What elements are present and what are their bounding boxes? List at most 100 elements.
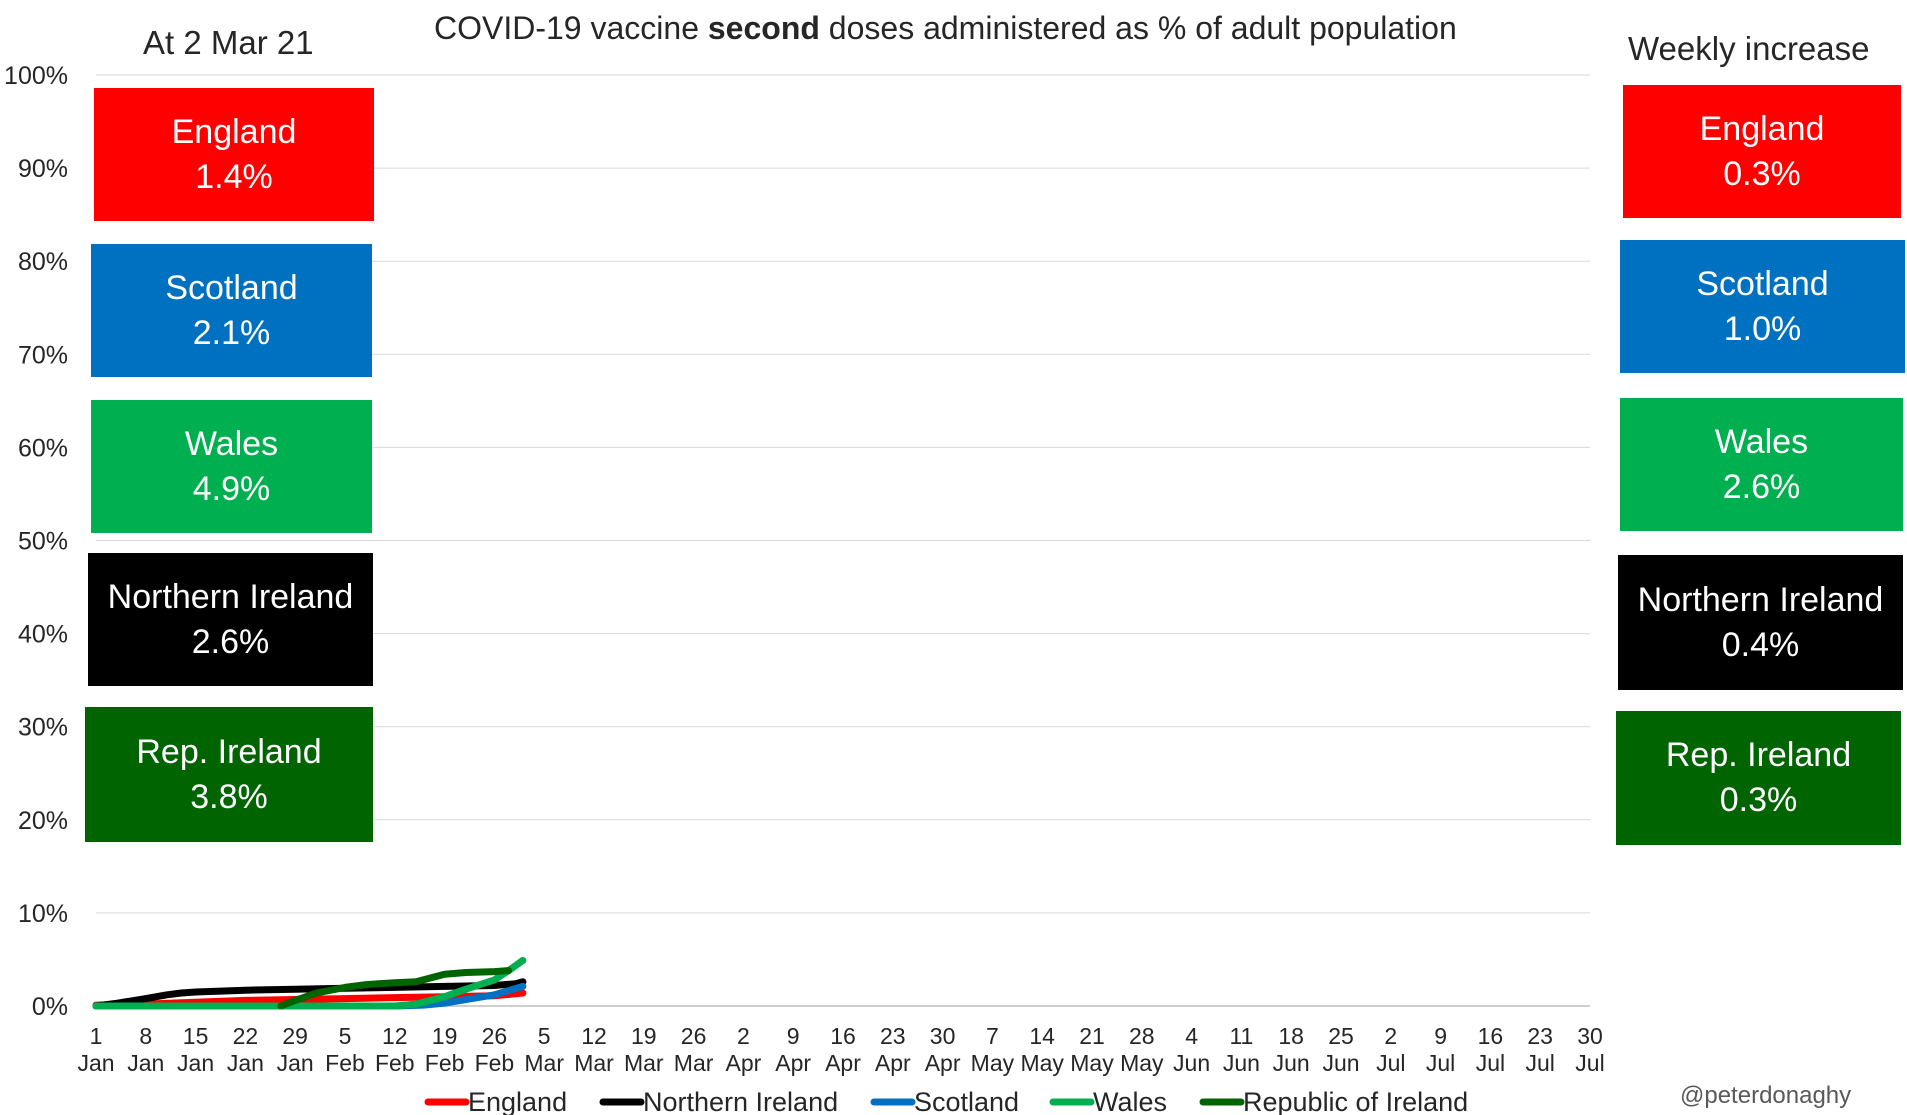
author-credit: @peterdonaghy [1680, 1082, 1852, 1109]
x-tick-day: 8 [139, 1023, 152, 1049]
x-tick-month: Jul [1426, 1050, 1455, 1076]
current-panel-name: Scotland [165, 268, 298, 307]
x-tick-month: May [1020, 1050, 1064, 1076]
x-tick-day: 9 [787, 1023, 800, 1049]
y-tick-label: 100% [4, 62, 68, 90]
x-tick-day: 1 [90, 1023, 103, 1049]
x-tick-month: Apr [925, 1050, 961, 1076]
x-tick-day: 4 [1185, 1023, 1198, 1049]
legend-label: Republic of Ireland [1243, 1087, 1468, 1115]
series-line-wales [92, 956, 527, 1010]
x-tick-month: Feb [425, 1050, 465, 1076]
x-tick-day: 16 [1478, 1023, 1504, 1049]
x-tick-month: Apr [875, 1050, 911, 1076]
current-panel-name: Wales [184, 424, 279, 463]
x-tick-day: 23 [1527, 1023, 1553, 1049]
x-tick-day: 30 [930, 1023, 956, 1049]
y-tick-label: 90% [18, 155, 68, 183]
x-tick-month: Jan [77, 1050, 114, 1076]
current-panel-value: 2.6% [191, 622, 270, 661]
x-tick-month: Jan [177, 1050, 214, 1076]
current-panel-england: England 1.4% [94, 88, 374, 221]
legend: England Northern Ireland Scotland Wales Repu… [424, 1087, 1468, 1115]
x-tick-day: 26 [482, 1023, 508, 1049]
weekly-panel-value: 1.0% [1723, 309, 1802, 348]
legend-label: England [468, 1087, 567, 1115]
current-panel-northern-ireland: Northern Ireland 2.6% [88, 553, 373, 686]
x-tick-day: 11 [1229, 1023, 1253, 1049]
x-tick-day: 16 [830, 1023, 856, 1049]
x-tick-month: Jan [277, 1050, 314, 1076]
weekly-panel-name: Rep. Ireland [1665, 736, 1852, 774]
x-tick-day: 29 [282, 1023, 308, 1049]
weekly-panel-value: 2.6% [1722, 467, 1801, 506]
y-tick-label: 20% [18, 807, 68, 835]
weekly-panel-rep-ireland: Rep. Ireland 0.3% [1616, 711, 1901, 845]
legend-label: Scotland [914, 1087, 1019, 1115]
current-panel-value: 1.4% [195, 157, 273, 196]
weekly-panel-wales: Wales 2.6% [1620, 398, 1903, 531]
x-tick-day: 2 [1384, 1023, 1397, 1049]
x-tick-day: 25 [1328, 1023, 1354, 1049]
x-tick-month: Jun [1322, 1050, 1359, 1076]
x-tick-month: Feb [325, 1050, 365, 1076]
x-tick-month: Jun [1223, 1050, 1260, 1076]
weekly-panel-england: England 0.3% [1623, 85, 1901, 218]
weekly-panel-scotland: Scotland 1.0% [1620, 240, 1905, 373]
x-tick-month: Feb [475, 1050, 515, 1076]
legend-label: Northern Ireland [643, 1087, 838, 1115]
x-tick-month: Jun [1273, 1050, 1310, 1076]
x-tick-day: 15 [183, 1023, 209, 1049]
x-tick-month: Jun [1173, 1050, 1210, 1076]
x-tick-month: Mar [624, 1050, 664, 1076]
right-panel-heading: Weekly increase [1628, 30, 1870, 67]
x-tick-month: Jul [1575, 1050, 1604, 1076]
x-tick-month: Jan [227, 1050, 264, 1076]
legend-label: Wales [1093, 1087, 1167, 1115]
x-tick-month: May [971, 1050, 1015, 1076]
x-tick-month: Apr [825, 1050, 861, 1076]
x-tick-month: Mar [574, 1050, 614, 1076]
current-panel-name: Rep. Ireland [136, 732, 322, 771]
x-tick-day: 30 [1577, 1023, 1603, 1049]
x-tick-month: Jul [1525, 1050, 1554, 1076]
x-tick-month: Mar [674, 1050, 714, 1076]
series-lines [92, 956, 527, 1010]
x-tick-month: Jul [1476, 1050, 1505, 1076]
x-tick-month: Apr [775, 1050, 811, 1076]
weekly-panel-name: England [1699, 109, 1825, 148]
x-tick-month: May [1070, 1050, 1114, 1076]
y-tick-label: 10% [18, 900, 68, 928]
x-tick-day: 19 [432, 1023, 458, 1049]
x-tick-day: 7 [986, 1023, 999, 1049]
series-line-republic-of-ireland [277, 967, 513, 1010]
x-tick-day: 9 [1434, 1023, 1447, 1049]
weekly-panel-northern-ireland: Northern Ireland 0.4% [1618, 555, 1903, 690]
y-tick-label: 60% [18, 434, 68, 462]
x-axis-tick-labels: 1Jan8Jan15Jan22Jan29Jan5Feb12Feb19Feb26F… [77, 1023, 1604, 1076]
x-tick-day: 12 [581, 1023, 607, 1049]
x-tick-month: Apr [726, 1050, 762, 1076]
left-panel-heading: At 2 Mar 21 [143, 24, 314, 61]
x-tick-month: Feb [375, 1050, 415, 1076]
y-tick-label: 0% [32, 993, 68, 1021]
y-tick-label: 30% [18, 714, 68, 742]
current-panel-value: 2.1% [192, 313, 271, 352]
current-panel-value: 4.9% [192, 469, 271, 508]
x-tick-day: 22 [233, 1023, 259, 1049]
current-panel-scotland: Scotland 2.1% [91, 244, 372, 377]
y-tick-label: 80% [18, 248, 68, 276]
x-tick-day: 12 [382, 1023, 408, 1049]
weekly-panel-value: 0.4% [1721, 625, 1800, 664]
x-tick-month: May [1120, 1050, 1164, 1076]
weekly-panel-name: Northern Ireland [1637, 580, 1884, 619]
weekly-panel-name: Wales [1714, 422, 1809, 461]
weekly-panel-value: 0.3% [1723, 154, 1801, 193]
current-panel-rep-ireland: Rep. Ireland 3.8% [85, 707, 373, 842]
y-tick-label: 50% [18, 528, 68, 556]
x-tick-month: Jul [1376, 1050, 1405, 1076]
x-tick-day: 14 [1029, 1023, 1055, 1049]
y-tick-label: 40% [18, 621, 68, 649]
x-tick-day: 5 [339, 1023, 352, 1049]
x-tick-day: 5 [538, 1023, 551, 1049]
